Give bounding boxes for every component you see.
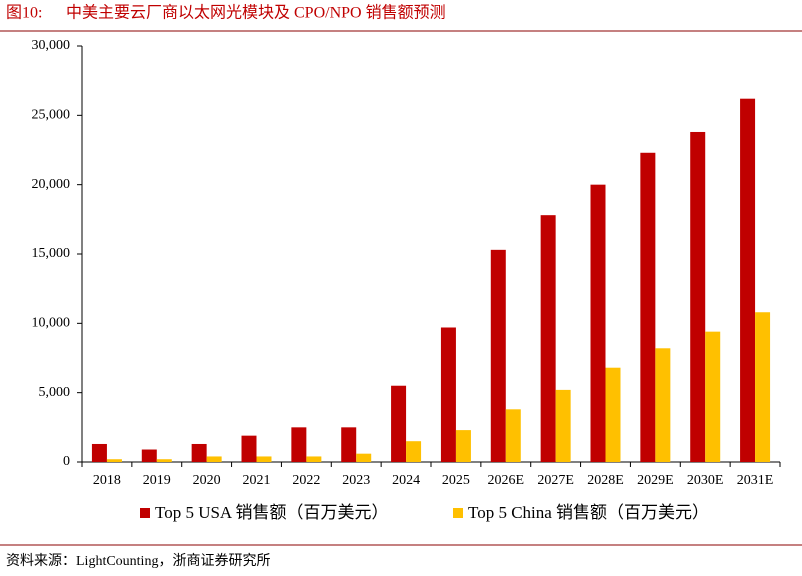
bar	[341, 427, 357, 462]
bar	[191, 443, 207, 462]
bar	[306, 456, 322, 462]
bar	[455, 430, 471, 462]
bar	[91, 443, 107, 462]
y-tick-label: 10,000	[32, 316, 71, 331]
x-tick-label: 2020	[193, 473, 221, 488]
y-tick-label: 5,000	[39, 385, 71, 400]
bar	[206, 456, 222, 462]
bar	[505, 409, 521, 462]
bar	[690, 131, 706, 462]
bar	[540, 215, 556, 462]
y-tick-label: 15,000	[32, 246, 71, 261]
y-tick-label: 20,000	[32, 177, 71, 192]
y-tick-label: 25,000	[32, 108, 71, 123]
bar	[655, 348, 671, 462]
bar	[755, 312, 771, 462]
x-tick-label: 2019	[143, 473, 171, 488]
x-tick-label: 2028E	[587, 473, 624, 488]
bar	[356, 453, 372, 462]
bar	[590, 184, 606, 462]
x-tick-label: 2031E	[737, 473, 774, 488]
bar	[640, 152, 656, 463]
figure-label: 图10:	[6, 5, 42, 22]
x-tick-label: 2026E	[488, 473, 525, 488]
x-tick-label: 2025	[442, 473, 470, 488]
bar	[391, 385, 407, 462]
bar	[490, 249, 506, 462]
x-tick-label: 2022	[292, 473, 320, 488]
bar	[440, 327, 456, 462]
bar	[406, 441, 422, 462]
legend-swatch	[453, 508, 463, 518]
x-tick-label: 2024	[392, 473, 420, 488]
x-tick-label: 2027E	[537, 473, 574, 488]
bar	[256, 456, 272, 462]
bar	[740, 98, 756, 463]
bar	[106, 459, 122, 462]
bar	[555, 389, 571, 462]
legend-swatch	[140, 508, 150, 518]
x-tick-label: 2018	[93, 473, 121, 488]
x-tick-label: 2023	[342, 473, 370, 488]
bar	[705, 331, 721, 462]
legend-label: Top 5 China 销售额（百万美元）	[468, 503, 709, 522]
bar	[605, 367, 621, 462]
chart-title: 中美主要云厂商以太网光模块及 CPO/NPO 销售额预测	[66, 4, 446, 22]
x-tick-label: 2021	[243, 473, 271, 488]
y-tick-label: 30,000	[32, 38, 71, 53]
bar	[141, 449, 157, 462]
y-tick-label: 0	[63, 454, 70, 469]
bar	[291, 427, 307, 462]
bar	[156, 459, 172, 462]
x-tick-label: 2030E	[687, 473, 724, 488]
source-note: 资料来源：LightCounting，浙商证券研究所	[6, 553, 270, 569]
x-tick-label: 2029E	[637, 473, 674, 488]
bar	[241, 435, 257, 462]
legend-label: Top 5 USA 销售额（百万美元）	[155, 503, 389, 522]
